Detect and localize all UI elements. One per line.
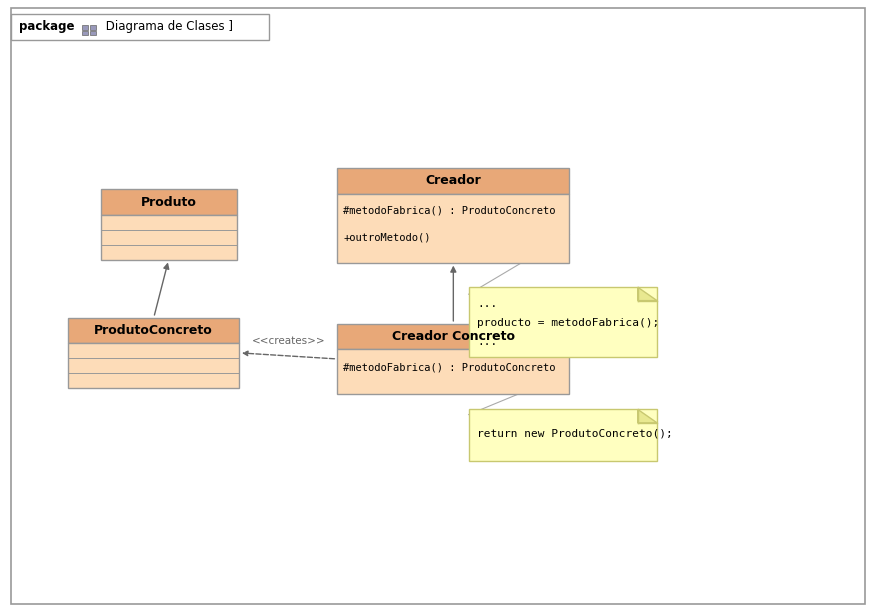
Text: package: package [19, 20, 74, 34]
Bar [337, 194, 569, 263]
Text: ProdutoConcreto: ProdutoConcreto [95, 324, 213, 337]
Text: Creador Concreto: Creador Concreto [392, 330, 515, 343]
Text: producto = metodoFabrica();: producto = metodoFabrica(); [477, 318, 660, 328]
Text: #metodoFabrica() : ProdutoConcreto: #metodoFabrica() : ProdutoConcreto [343, 205, 556, 215]
Bar [337, 168, 569, 194]
Bar [82, 25, 88, 29]
Text: #metodoFabrica() : ProdutoConcreto: #metodoFabrica() : ProdutoConcreto [343, 362, 556, 372]
Bar [101, 215, 237, 260]
Bar [68, 318, 239, 343]
Bar [469, 409, 657, 461]
Bar [337, 324, 569, 349]
Text: Produto: Produto [141, 196, 196, 209]
Text: ...: ... [477, 299, 498, 309]
Text: Diagrama de Clases ]: Diagrama de Clases ] [102, 20, 233, 34]
Bar [469, 287, 657, 357]
Text: ...: ... [477, 337, 498, 347]
Text: Creador: Creador [426, 174, 481, 188]
Bar [11, 14, 269, 40]
Text: <<creates>>: <<creates>> [251, 335, 325, 346]
Bar [90, 25, 96, 29]
Bar [337, 349, 569, 394]
Polygon shape [638, 409, 657, 423]
Bar [68, 343, 239, 388]
Polygon shape [638, 287, 657, 301]
Bar [101, 189, 237, 215]
Text: +outroMetodo(): +outroMetodo() [343, 233, 431, 243]
Bar [82, 31, 88, 35]
Text: return new ProdutoConcreto();: return new ProdutoConcreto(); [477, 429, 673, 439]
Bar [90, 31, 96, 35]
